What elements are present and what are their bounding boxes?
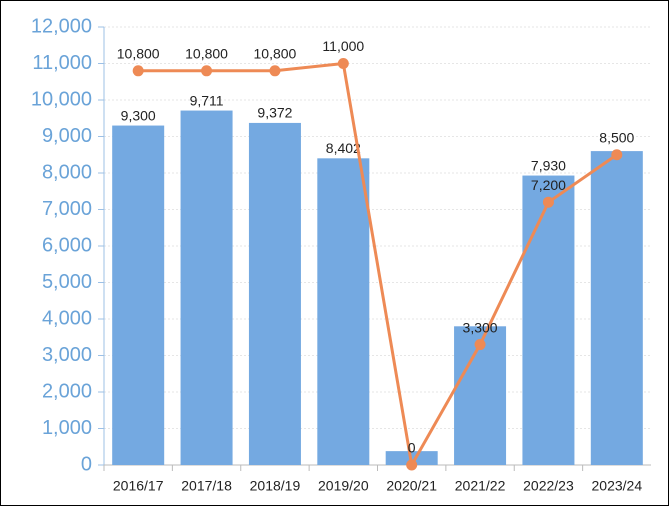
value-label: 7,200: [531, 177, 566, 193]
marker: [269, 65, 281, 77]
y-tick-label: 9,000: [42, 125, 92, 147]
x-tick-label: 2023/24: [592, 478, 643, 494]
y-tick-label: 6,000: [42, 234, 92, 256]
bar: [180, 110, 233, 466]
y-tick-label: 0: [81, 453, 92, 475]
value-label: 10,800: [185, 46, 228, 62]
x-tick-label: 2022/23: [523, 478, 574, 494]
x-tick-label: 2020/21: [386, 478, 437, 494]
y-tick-label: 12,000: [31, 15, 92, 37]
bar: [112, 125, 165, 466]
bar: [590, 151, 643, 465]
y-tick-label: 11,000: [32, 52, 92, 74]
x-tick-label: 2019/20: [318, 478, 369, 494]
bar: [317, 158, 370, 465]
marker: [406, 459, 418, 471]
x-tick-label: 2018/19: [250, 478, 301, 494]
bar: [522, 175, 575, 465]
value-label: 8,500: [599, 129, 634, 145]
line: [138, 61, 618, 470]
marker: [542, 196, 554, 208]
y-tick-label: 8,000: [42, 161, 92, 183]
marker: [611, 149, 623, 161]
y-tick-label: 5,000: [42, 271, 92, 293]
x-tick-label: 2016/17: [113, 478, 164, 494]
x-tick-label: 2021/22: [455, 478, 506, 494]
value-label: 9,711: [190, 92, 224, 108]
x-tick-label: 2017/18: [181, 478, 232, 494]
value-label: 8,402: [326, 140, 361, 156]
value-label: 10,800: [254, 46, 297, 62]
y-tick-label: 2,000: [42, 380, 92, 402]
y-tick-label: 4,000: [42, 307, 92, 329]
y-tick-label: 7,000: [42, 198, 92, 220]
marker: [337, 58, 349, 69]
value-label: 11,000: [322, 38, 364, 54]
bar: [248, 122, 301, 465]
marker: [474, 339, 486, 351]
value-label: 9,372: [257, 105, 292, 121]
value-label: 9,300: [121, 107, 156, 123]
y-tick-label: 1,000: [42, 417, 92, 439]
y-tick-label: 10,000: [31, 88, 92, 110]
value-label: 10,800: [117, 46, 160, 62]
y-tick-label: 3,000: [42, 344, 92, 366]
value-label: 7,930: [531, 157, 566, 173]
marker: [132, 65, 144, 77]
value-label: 3,300: [463, 319, 498, 335]
value-label: 0: [408, 440, 416, 456]
marker: [201, 65, 213, 77]
